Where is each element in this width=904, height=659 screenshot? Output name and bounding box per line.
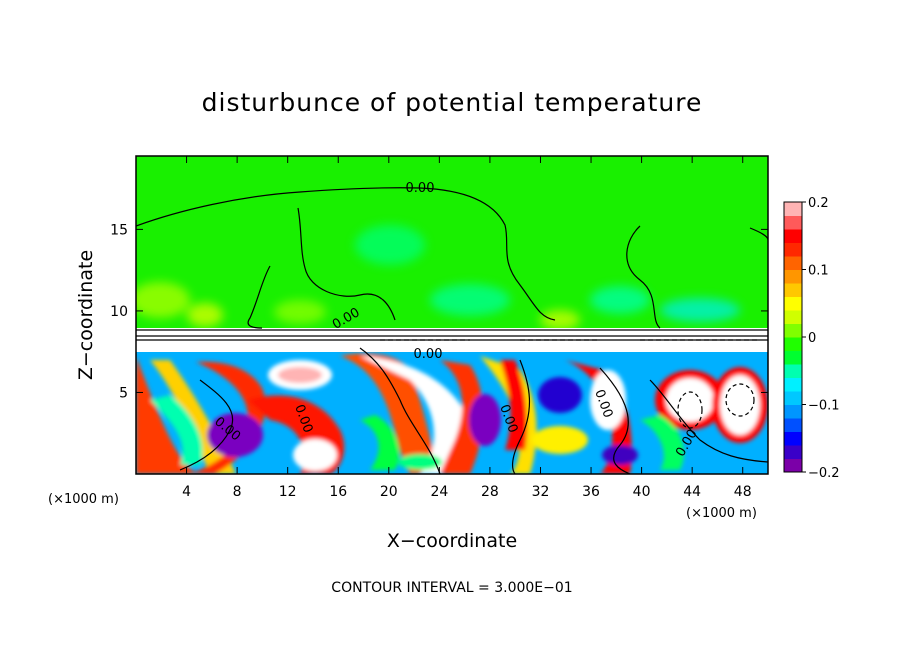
x-tick-label: 12: [279, 484, 297, 500]
chart-title: disturbunce of potential temperature: [202, 88, 703, 117]
x-tick-label: 40: [633, 484, 651, 500]
colorbar-swatch: [784, 445, 802, 459]
colorbar: 0.2 0.1 0 −0.1 −0.2: [783, 196, 840, 481]
y-axis-title: Z−coordinate: [75, 250, 97, 380]
colorbar-swatch: [784, 418, 802, 432]
colorbar-swatch: [784, 269, 802, 284]
colorbar-swatch: [784, 431, 802, 446]
colorbar-tick-label: −0.2: [808, 466, 840, 481]
contour-label: 0.00: [414, 347, 443, 362]
x-unit-label-right: (×1000 m): [686, 506, 757, 521]
colorbar-swatch: [784, 215, 802, 230]
x-tick-label: 24: [430, 484, 448, 500]
colorbar-swatch: [784, 310, 802, 324]
colorbar-swatch: [784, 296, 802, 311]
y-tick-label: 15: [110, 222, 128, 238]
contour-interval-note: CONTOUR INTERVAL = 3.000E−01: [331, 580, 572, 596]
y-tick-label: 10: [110, 304, 128, 320]
x-tick-label: 48: [734, 484, 752, 500]
x-tick-label: 32: [532, 484, 550, 500]
x-tick-label: 44: [683, 484, 701, 500]
x-tick-label: 28: [481, 484, 499, 500]
upper-field-texture: [136, 225, 740, 330]
colorbar-swatch: [784, 404, 802, 419]
x-tick-label: 8: [233, 484, 242, 500]
x-tick-label: 36: [582, 484, 600, 500]
contour-lines: [136, 187, 768, 474]
colorbar-swatch: [784, 229, 802, 243]
colorbar-tick-label: 0.1: [808, 264, 829, 279]
x-unit-label: (×1000 m): [48, 492, 119, 507]
lower-field-texture: [136, 353, 768, 474]
colorbar-swatch: [784, 283, 802, 297]
upper-field: [136, 156, 768, 346]
plot-field: [136, 156, 768, 474]
colorbar-tick-label: 0.2: [808, 196, 829, 211]
x-tick-label: 4: [182, 484, 191, 500]
colorbar-swatch: [784, 202, 802, 216]
colorbar-swatch: [784, 377, 802, 392]
x-tick-label: 16: [329, 484, 347, 500]
colorbar-tick-label: −0.1: [808, 399, 840, 414]
x-axis-title: X−coordinate: [387, 530, 517, 552]
y-tick-label: 5: [119, 385, 128, 401]
colorbar-swatch: [784, 391, 802, 405]
colorbar-swatch: [784, 337, 802, 351]
contour-label: 0.00: [406, 181, 435, 196]
colorbar-swatch: [784, 242, 802, 257]
y-axis: 5 10 15: [110, 222, 768, 401]
colorbar-swatch: [784, 364, 802, 378]
colorbar-swatch: [784, 256, 802, 270]
plot-frame: [135, 155, 769, 475]
colorbar-swatch: [784, 350, 802, 365]
colorbar-swatch: [784, 458, 802, 473]
colorbar-swatch: [784, 323, 802, 338]
colorbar-tick-label: 0: [808, 331, 816, 346]
x-tick-label: 20: [380, 484, 398, 500]
x-axis: 4 8 12 16 20 24 28 32 36 40 44 48: [182, 156, 752, 500]
